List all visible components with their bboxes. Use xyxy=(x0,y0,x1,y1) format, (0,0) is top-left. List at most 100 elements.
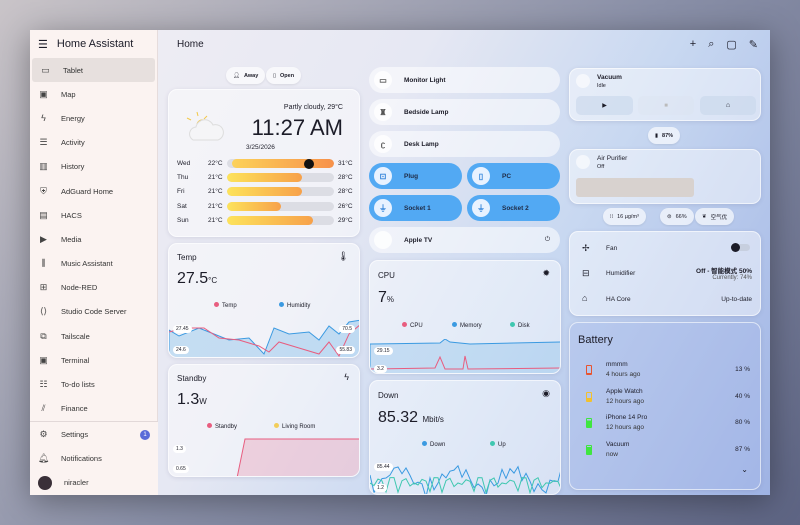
lightning-icon: ϟ xyxy=(41,113,46,124)
notification-badge: 1 xyxy=(140,429,150,440)
clock: 11:27 AM xyxy=(251,115,343,140)
sitemap-icon: ⊞ xyxy=(39,282,48,293)
plug-tile[interactable]: ⊡ Plug xyxy=(369,163,462,189)
edit-icon[interactable]: ✎ xyxy=(748,38,758,51)
forecast-day: Wed xyxy=(177,160,191,167)
network-down-card[interactable]: Down ◉ 85.32 Mbit/s Down Up 85.44 1.2 xyxy=(369,380,561,495)
pm25-chip: ⁞⁞ 16 µg/m³ xyxy=(603,208,646,225)
battery-icon xyxy=(586,444,592,455)
tablet-icon: ▭ xyxy=(41,64,50,75)
sidebar-item-notifications[interactable]: 🔔︎ Notifications xyxy=(37,453,102,464)
shield-icon: ⛨ xyxy=(40,185,47,196)
temp-card[interactable]: Temp 🌡︎ 27.5°C Temp Humidity 27.45 24.6 … xyxy=(168,243,360,358)
plug-icon: ⏚ xyxy=(472,199,490,217)
start-button[interactable]: ▶ xyxy=(576,96,633,115)
sidebar-item-tailscale[interactable]: ⧉ Tailscale xyxy=(30,324,157,348)
fan-speed-slider[interactable] xyxy=(576,178,694,197)
apple-icon xyxy=(374,231,392,249)
battery-icon: ▮ xyxy=(655,132,659,139)
forecast-high: 29°C xyxy=(338,216,353,224)
sidebar-item-studio-code-server[interactable]: ⟨⟩ Studio Code Server xyxy=(39,306,127,317)
apple-tv-tile[interactable]: Apple TV ⏻ xyxy=(369,227,560,253)
sidebar-item-adguard-home[interactable]: ⛨ AdGuard Home xyxy=(30,179,157,203)
return-home-button[interactable]: ⌂ xyxy=(700,96,756,115)
bell-icon: 🔔︎ xyxy=(37,453,50,464)
hacs-icon: ▤ xyxy=(39,209,48,220)
sidebar-item-terminal[interactable]: ▣ Terminal xyxy=(39,354,90,365)
chip-icon: ✹ xyxy=(542,268,550,278)
desktop-tower-icon: ▯ xyxy=(472,167,490,185)
sidebar: ☰ Home Assistant ▭ Tablet ▣ Map ϟ Energy ☰ Activ… xyxy=(30,30,158,495)
vacuum-card[interactable]: Vacuum Idle ▶ ■ ⌂ xyxy=(569,68,761,121)
eye-icon: ◉ xyxy=(542,388,550,398)
sidebar-item-to-do-lists[interactable]: ☷ To-do lists xyxy=(39,379,95,390)
search-icon[interactable]: ⌕ xyxy=(708,37,715,50)
sidebar-item-node-red[interactable]: ⊞ Node-RED xyxy=(39,282,98,293)
cpu-card[interactable]: CPU ✹ 7% CPU Memory Disk 29.15 3.2 xyxy=(369,260,561,374)
gear-icon: ⚙ xyxy=(39,429,48,440)
sidebar-item-hacs[interactable]: ▤ HACS xyxy=(39,209,82,220)
sidebar-item-activity[interactable]: ☰ Activity xyxy=(39,137,85,148)
entities-card: ✢ Fan ⊟ Humidifier Off - 智能模式 50% Curren… xyxy=(569,231,761,316)
chart-icon: ▥ xyxy=(39,161,48,172)
door-chip[interactable]: ▯ Open xyxy=(266,67,302,84)
sidebar-item-tablet[interactable]: ▭ Tablet xyxy=(32,58,155,83)
pc-tile[interactable]: ▯ PC xyxy=(467,163,560,189)
away-chip[interactable]: 👤︎ Away xyxy=(226,67,266,84)
plug-icon: ⏚ xyxy=(374,199,392,217)
forecast-low: 21°C xyxy=(208,188,223,196)
menu-icon[interactable]: ☰ xyxy=(38,38,48,51)
dots-grid-icon: ⁞⁞ xyxy=(610,213,614,220)
humidity-chip: ⊜ 66% xyxy=(660,208,694,225)
air-purifier-card[interactable]: Air Purifier Off xyxy=(569,149,761,204)
forecast-range-bar xyxy=(227,187,334,197)
forecast-high: 28°C xyxy=(338,174,353,182)
battery-card: Battery mmmm 4 hours ago 13 % Apple Watc… xyxy=(569,322,761,490)
current-temp-marker xyxy=(304,159,315,169)
lightning-icon: ϟ xyxy=(344,372,349,382)
weather-card[interactable]: Partly cloudy, 29°C 11:27 AM 3/25/2026 W… xyxy=(168,89,360,237)
forecast-high: 31°C xyxy=(338,160,353,167)
monitor-icon: ▭ xyxy=(374,71,392,89)
chevron-down-icon[interactable]: ⌄ xyxy=(741,465,748,474)
thermometer-icon: 🌡︎ xyxy=(337,251,349,261)
media-icon: ▶ xyxy=(40,233,47,244)
sidebar-item-user[interactable]: niracler xyxy=(30,471,158,495)
battery-icon xyxy=(586,418,592,428)
desk-lamp-icon: ʗ xyxy=(374,135,392,153)
fan-toggle[interactable] xyxy=(731,243,750,252)
bedside-lamp-tile[interactable]: ♜ Bedside Lamp xyxy=(369,99,560,125)
top-bar: Home + ⌕ ▢ ✎ xyxy=(158,30,770,58)
forecast-range-bar xyxy=(227,173,334,183)
standby-card[interactable]: Standby ϟ 1.3W Standby Living Room 1.3 0… xyxy=(168,364,360,477)
air-filter-icon: ⊜ xyxy=(667,213,672,220)
forecast-high: 26°C xyxy=(338,202,353,210)
cpu-chart xyxy=(370,339,560,373)
door-icon: ▯ xyxy=(273,72,277,79)
socket-2-tile[interactable]: ⏚ Socket 2 xyxy=(467,195,560,221)
add-icon[interactable]: + xyxy=(689,37,697,50)
sidebar-item-history[interactable]: ▥ History xyxy=(39,161,85,172)
forecast-range-bar xyxy=(227,215,334,225)
socket-1-tile[interactable]: ⏚ Socket 1 xyxy=(369,195,462,221)
vscode-icon: ⟨⟩ xyxy=(39,306,48,317)
forecast-range-bar xyxy=(227,201,334,211)
fan-icon: ✢ xyxy=(582,243,590,253)
sidebar-item-map[interactable]: ▣ Map xyxy=(39,88,76,99)
monitor-light-tile[interactable]: ▭ Monitor Light xyxy=(369,67,560,93)
desk-lamp-tile[interactable]: ʗ Desk Lamp xyxy=(369,131,560,157)
sidebar-item-settings[interactable]: ⚙ Settings 1 xyxy=(30,422,158,446)
humidifier-icon: ⊟ xyxy=(582,268,590,278)
sidebar-item-music-assistant[interactable]: ⫼ Music Assistant xyxy=(30,252,157,276)
assist-icon[interactable]: ▢ xyxy=(726,38,737,51)
sidebar-item-finance[interactable]: ⫽ Finance xyxy=(30,397,157,421)
stop-button[interactable]: ■ xyxy=(638,96,694,115)
air-purifier-icon xyxy=(576,155,590,169)
map-icon: ▣ xyxy=(39,88,48,99)
sidebar-item-energy[interactable]: ϟ Energy xyxy=(30,106,157,130)
forecast-low: 21°C xyxy=(208,202,223,210)
page-title: Home xyxy=(177,38,204,50)
power-icon[interactable]: ⏻ xyxy=(544,236,550,243)
sidebar-item-media[interactable]: ▶ Media xyxy=(30,227,157,251)
terminal-icon: ▣ xyxy=(39,354,48,365)
